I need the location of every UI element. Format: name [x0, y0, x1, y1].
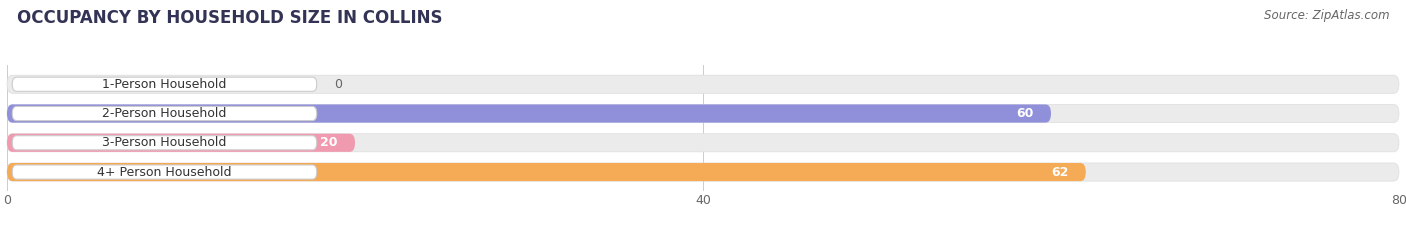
FancyBboxPatch shape [13, 77, 316, 91]
FancyBboxPatch shape [7, 163, 1399, 181]
FancyBboxPatch shape [7, 104, 1052, 123]
FancyBboxPatch shape [7, 104, 1399, 123]
FancyBboxPatch shape [13, 136, 316, 150]
Text: 4+ Person Household: 4+ Person Household [97, 165, 232, 178]
Text: 3-Person Household: 3-Person Household [103, 136, 226, 149]
Text: 1-Person Household: 1-Person Household [103, 78, 226, 91]
FancyBboxPatch shape [13, 165, 316, 179]
FancyBboxPatch shape [7, 75, 1399, 93]
Text: 62: 62 [1052, 165, 1069, 178]
FancyBboxPatch shape [13, 106, 316, 121]
Text: 0: 0 [335, 78, 342, 91]
FancyBboxPatch shape [7, 163, 1085, 181]
Text: 60: 60 [1017, 107, 1033, 120]
Text: OCCUPANCY BY HOUSEHOLD SIZE IN COLLINS: OCCUPANCY BY HOUSEHOLD SIZE IN COLLINS [17, 9, 443, 27]
Text: Source: ZipAtlas.com: Source: ZipAtlas.com [1264, 9, 1389, 22]
FancyBboxPatch shape [7, 134, 354, 152]
FancyBboxPatch shape [7, 134, 1399, 152]
Text: 2-Person Household: 2-Person Household [103, 107, 226, 120]
Text: 20: 20 [321, 136, 337, 149]
